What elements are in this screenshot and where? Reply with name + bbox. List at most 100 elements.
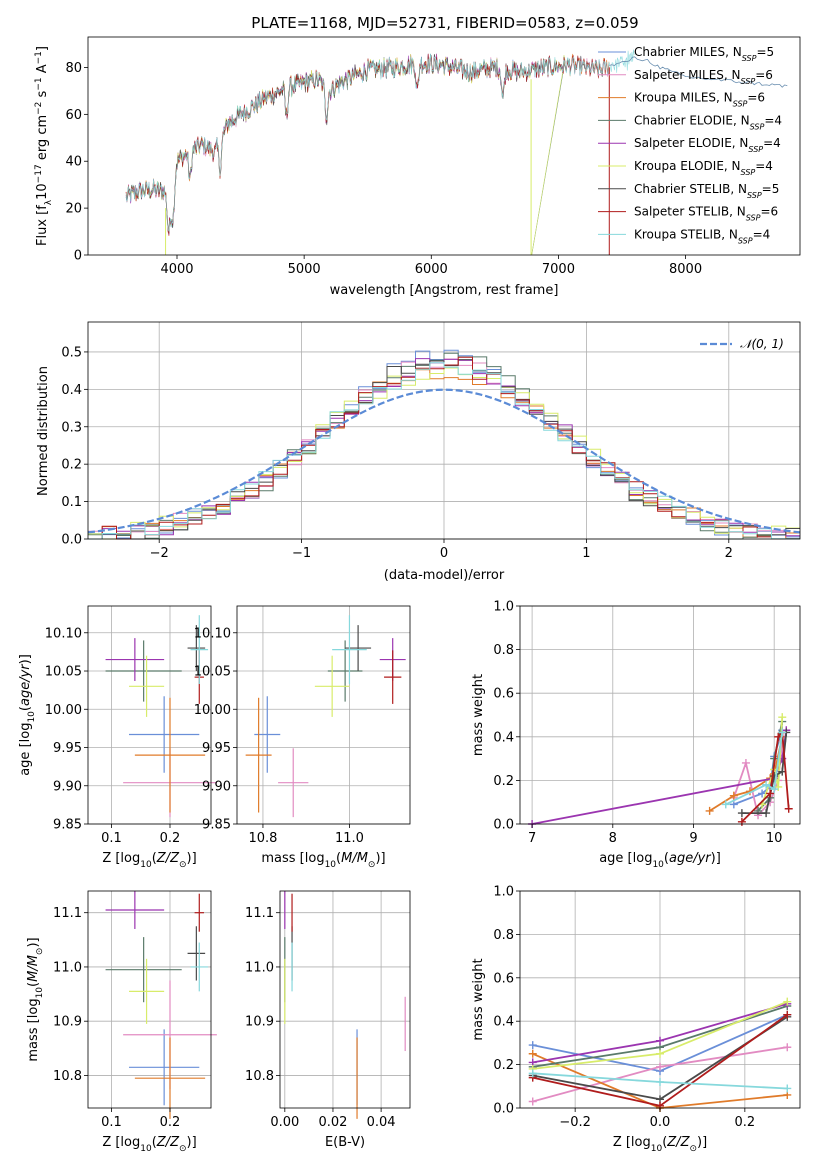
weight-marker [774, 782, 783, 791]
weight-marker [762, 809, 771, 818]
x-axis-label: (data-model)/error [384, 568, 505, 583]
weight-series-kroupa-stelib [721, 728, 787, 809]
plot-area [105, 615, 217, 818]
panel-2: −2 −1 0 1 2 0.0 0.1 0.2 0.3 0.4 0.5 (data-model)/er… [36, 321, 801, 583]
legend-label: Salpeter ELODIE, NSSP=4 [634, 136, 781, 154]
y-tick-label: 10.8 [53, 1069, 82, 1084]
y-tick-label: 10.05 [194, 665, 231, 680]
weight-marker [778, 728, 787, 737]
weight-marker [729, 791, 738, 800]
y-tick-label: 11.1 [53, 906, 82, 921]
y-tick-label: 0.5 [61, 345, 82, 360]
weight-marker [762, 780, 771, 789]
x-tick-label: 0 [440, 546, 448, 561]
y-tick-label: 10.05 [45, 665, 82, 680]
y-tick-label: 10.9 [53, 1015, 82, 1030]
errorbar-chabrier-miles [129, 696, 200, 773]
plot-area [284, 891, 406, 1119]
y-axis-label: Normed distribution [36, 366, 51, 496]
weight-marker [784, 804, 793, 813]
y-tick-label: 9.85 [202, 818, 231, 833]
weight-marker [528, 1069, 537, 1078]
x-tick-label: 0.0 [650, 1115, 671, 1130]
y-axis-label: age [log10(age/yr)] [18, 654, 37, 776]
errorbar-kroupa-miles [134, 697, 206, 813]
x-tick-label: 10 [766, 831, 783, 846]
y-tick-label: 0.4 [61, 383, 82, 398]
x-tick-label: 10.8 [248, 831, 277, 846]
errorbar-salpeter-elodie [105, 891, 165, 929]
weight-marker [783, 1084, 792, 1093]
errorbar-chabrier-elodie [327, 640, 363, 702]
spectrum-chabrier-elodie [125, 54, 566, 256]
y-tick-label: 1.0 [493, 600, 514, 615]
legend-label: Kroupa ELODIE, NSSP=4 [634, 159, 773, 177]
y-tick-label: 0 [74, 249, 82, 264]
panel-8: −0.2 0.0 0.2 0.0 0.2 0.4 0.6 0.8 1.0 Z [log10(Z/Z… [471, 885, 801, 1154]
y-tick-label: 10.00 [194, 703, 231, 718]
y-tick-label: 0.2 [493, 774, 514, 789]
y-tick-label: 0.4 [493, 730, 514, 745]
legend-label: Salpeter MILES, NSSP=6 [634, 68, 773, 86]
x-axis-label: Z [log10(Z/Z⊙)] [102, 851, 196, 870]
errorbar-chabrier-stelib [187, 625, 206, 672]
x-axis-label: Z [log10(Z/Z⊙)] [102, 1135, 196, 1154]
weight-marker [770, 785, 779, 794]
y-tick-label: 0.2 [493, 1058, 514, 1073]
x-tick-label: 0.1 [101, 831, 122, 846]
panel-7: 0.00 0.02 0.04 10.8 10.9 11.0 11.1 E(B-V) [245, 890, 411, 1150]
legend-label: 𝒩(0, 1) [740, 337, 784, 351]
legend-label: Chabrier MILES, NSSP=5 [634, 45, 774, 63]
weight-line [709, 736, 784, 812]
y-tick-label: 1.0 [493, 885, 514, 900]
weight-marker [656, 1077, 664, 1086]
legend-label: Chabrier ELODIE, NSSP=4 [634, 113, 782, 130]
plot-area [528, 997, 792, 1112]
weight-marker [705, 806, 714, 815]
y-tick-label: 0.3 [61, 420, 82, 435]
y-axis-label: Flux [fλ10−17 erg cm−2 s−1 A−1] [34, 46, 54, 246]
y-tick-label: 0.0 [493, 818, 514, 833]
errorbar-kroupa-miles [134, 1037, 206, 1119]
weight-marker [528, 1041, 537, 1050]
y-tick-label: 40 [65, 155, 82, 170]
x-tick-label: 0.2 [160, 1115, 181, 1130]
y-axis-label: mass weight [471, 674, 486, 756]
y-tick-label: 0.8 [493, 928, 514, 943]
histogram-salpeter-stelib [88, 356, 800, 540]
histogram-kroupa-stelib [88, 362, 800, 540]
x-tick-label: 5000 [288, 262, 321, 277]
y-tick-label: 0.8 [493, 643, 514, 658]
x-tick-label: 0.04 [367, 1115, 396, 1130]
weight-marker [721, 800, 730, 809]
x-tick-label: −2 [150, 546, 169, 561]
y-axis-label: mass weight [471, 958, 486, 1040]
x-tick-label: 8 [609, 831, 617, 846]
x-tick-label: 7 [528, 831, 536, 846]
plot-area [125, 49, 788, 256]
weight-marker [766, 789, 775, 798]
y-tick-label: 11.1 [245, 906, 274, 921]
weight-marker [656, 1049, 664, 1058]
legend-label: Salpeter STELIB, NSSP=6 [634, 205, 778, 223]
errorbar-kroupa-stelib [190, 942, 209, 992]
axes-frame [236, 605, 411, 825]
errorbar-kroupa-elodie [129, 655, 165, 717]
panel-4: 10.8 11.0 9.85 9.90 9.95 10.00 10.05 10.10 mass … [194, 605, 411, 870]
x-axis-label: E(B-V) [325, 1135, 365, 1150]
x-tick-label: 0.1 [101, 1115, 122, 1130]
plot-area [245, 615, 406, 818]
errorbar-chabrier-miles [129, 1029, 200, 1106]
y-tick-label: 10.10 [194, 626, 231, 641]
spectrum-kroupa-elodie [125, 54, 566, 256]
weight-marker [737, 809, 746, 818]
weight-marker [737, 817, 746, 826]
spectrum-tail [609, 56, 788, 88]
x-tick-label: 9 [689, 831, 697, 846]
weight-marker [778, 713, 787, 722]
x-tick-label: 7000 [542, 262, 575, 277]
y-tick-label: 0.0 [61, 533, 82, 548]
weight-marker [656, 1036, 664, 1045]
x-tick-label: 0.2 [735, 1115, 756, 1130]
